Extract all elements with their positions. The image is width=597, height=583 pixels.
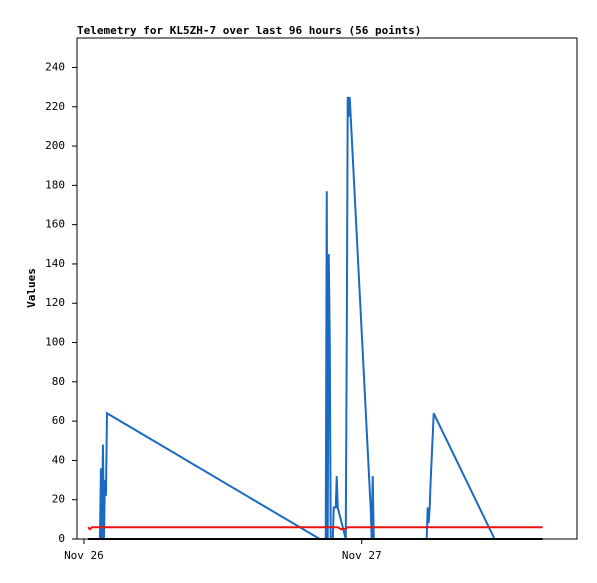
chart-title: Telemetry for KL5ZH-7 over last 96 hours… <box>77 24 421 37</box>
y-tick-label: 200 <box>45 139 65 152</box>
y-tick-label: 120 <box>45 296 65 309</box>
y-tick-label: 20 <box>52 493 65 506</box>
y-tick-label: 140 <box>45 257 65 270</box>
y-tick-label: 180 <box>45 178 65 191</box>
y-axis-label: Values <box>25 268 38 308</box>
y-tick-label: 100 <box>45 336 65 349</box>
series-line <box>98 96 496 540</box>
series-line <box>87 526 543 531</box>
x-tick-label: Nov 27 <box>342 549 382 562</box>
y-tick-label: 160 <box>45 218 65 231</box>
y-tick-label: 0 <box>58 532 65 545</box>
x-tick-label: Nov 26 <box>64 549 104 562</box>
y-tick-label: 80 <box>52 375 65 388</box>
y-tick-label: 60 <box>52 414 65 427</box>
y-tick-label: 40 <box>52 453 65 466</box>
y-tick-label: 220 <box>45 100 65 113</box>
y-tick-label: 240 <box>45 60 65 73</box>
